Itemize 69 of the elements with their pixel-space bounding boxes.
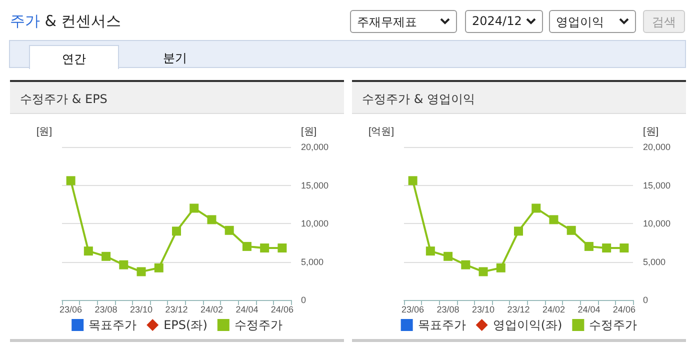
y-axis-title: [억원] bbox=[368, 126, 394, 138]
point bbox=[102, 252, 111, 261]
x-tick-label: 24/06 bbox=[270, 304, 294, 314]
point bbox=[260, 243, 270, 252]
point bbox=[154, 263, 164, 272]
point bbox=[172, 226, 181, 236]
point bbox=[532, 204, 541, 213]
point bbox=[444, 252, 453, 261]
text: 주재무제표 bbox=[357, 15, 417, 29]
y2-tick-label: 20,000 bbox=[301, 142, 329, 152]
x-tick-label: 24/02 bbox=[200, 304, 223, 314]
point bbox=[136, 267, 146, 276]
legend-label: 수정주가 bbox=[234, 318, 282, 332]
x-tick-label: 23/08 bbox=[436, 304, 460, 314]
y2-tick-label: 0 bbox=[301, 295, 306, 305]
legend-label: 영업이익(좌) bbox=[492, 318, 562, 332]
text: 검색 bbox=[643, 10, 685, 33]
x-tick-label: 23/12 bbox=[507, 304, 530, 314]
x-tick-label: 24/02 bbox=[542, 304, 565, 314]
chart-title: 수정주가 & EPS bbox=[10, 82, 344, 114]
y2-tick-label: 10,000 bbox=[301, 218, 329, 228]
point bbox=[119, 260, 128, 270]
chart-title: 수정주가 & 영업이익 bbox=[352, 82, 686, 114]
x-tick-label: 24/06 bbox=[612, 304, 636, 314]
point bbox=[84, 246, 93, 256]
text: 분기 bbox=[162, 50, 188, 67]
point bbox=[496, 263, 506, 272]
point bbox=[207, 215, 216, 224]
text: 영업이익 bbox=[556, 15, 604, 29]
x-tick-label: 23/06 bbox=[402, 304, 424, 314]
x-tick-label: 23/08 bbox=[94, 304, 118, 314]
text: 연간 bbox=[29, 45, 119, 69]
legend-label: 수정주가 bbox=[589, 318, 638, 332]
y2-tick-label: 0 bbox=[643, 295, 648, 305]
legend-label: 목표주가 bbox=[418, 318, 466, 332]
y2-axis-title: [원] bbox=[301, 126, 317, 138]
point bbox=[408, 176, 418, 186]
point bbox=[66, 176, 76, 186]
point bbox=[549, 215, 558, 224]
point bbox=[242, 242, 252, 251]
y2-tick-label: 15,000 bbox=[643, 180, 671, 190]
point bbox=[584, 242, 594, 251]
point bbox=[514, 226, 523, 236]
point bbox=[620, 243, 629, 252]
legend-label: EPS(좌) bbox=[164, 318, 208, 332]
x-tick-label: 23/12 bbox=[165, 304, 188, 314]
point bbox=[190, 204, 199, 213]
y2-tick-label: 5,000 bbox=[643, 256, 666, 267]
x-tick-label: 23/06 bbox=[60, 304, 82, 314]
point bbox=[478, 267, 488, 276]
x-tick-label: 23/10 bbox=[130, 304, 153, 314]
point bbox=[602, 243, 612, 252]
x-tick-label: 24/04 bbox=[578, 304, 600, 314]
y2-tick-label: 10,000 bbox=[643, 218, 671, 228]
legend-label: 목표주가 bbox=[88, 318, 137, 332]
y-axis-title: [원] bbox=[36, 126, 52, 138]
point bbox=[461, 260, 470, 270]
y2-tick-label: 15,000 bbox=[301, 180, 329, 190]
x-tick-label: 23/10 bbox=[472, 304, 495, 314]
y2-axis-title: [원] bbox=[643, 126, 659, 138]
x-tick-label: 24/04 bbox=[236, 304, 258, 314]
text: 2024/12 bbox=[472, 14, 522, 28]
point bbox=[278, 243, 287, 252]
point bbox=[566, 226, 576, 235]
text: 주가 & 컨센서스 bbox=[10, 12, 122, 30]
point bbox=[426, 246, 435, 256]
point bbox=[224, 226, 234, 235]
y2-tick-label: 20,000 bbox=[643, 142, 671, 152]
y2-tick-label: 5,000 bbox=[301, 256, 324, 267]
